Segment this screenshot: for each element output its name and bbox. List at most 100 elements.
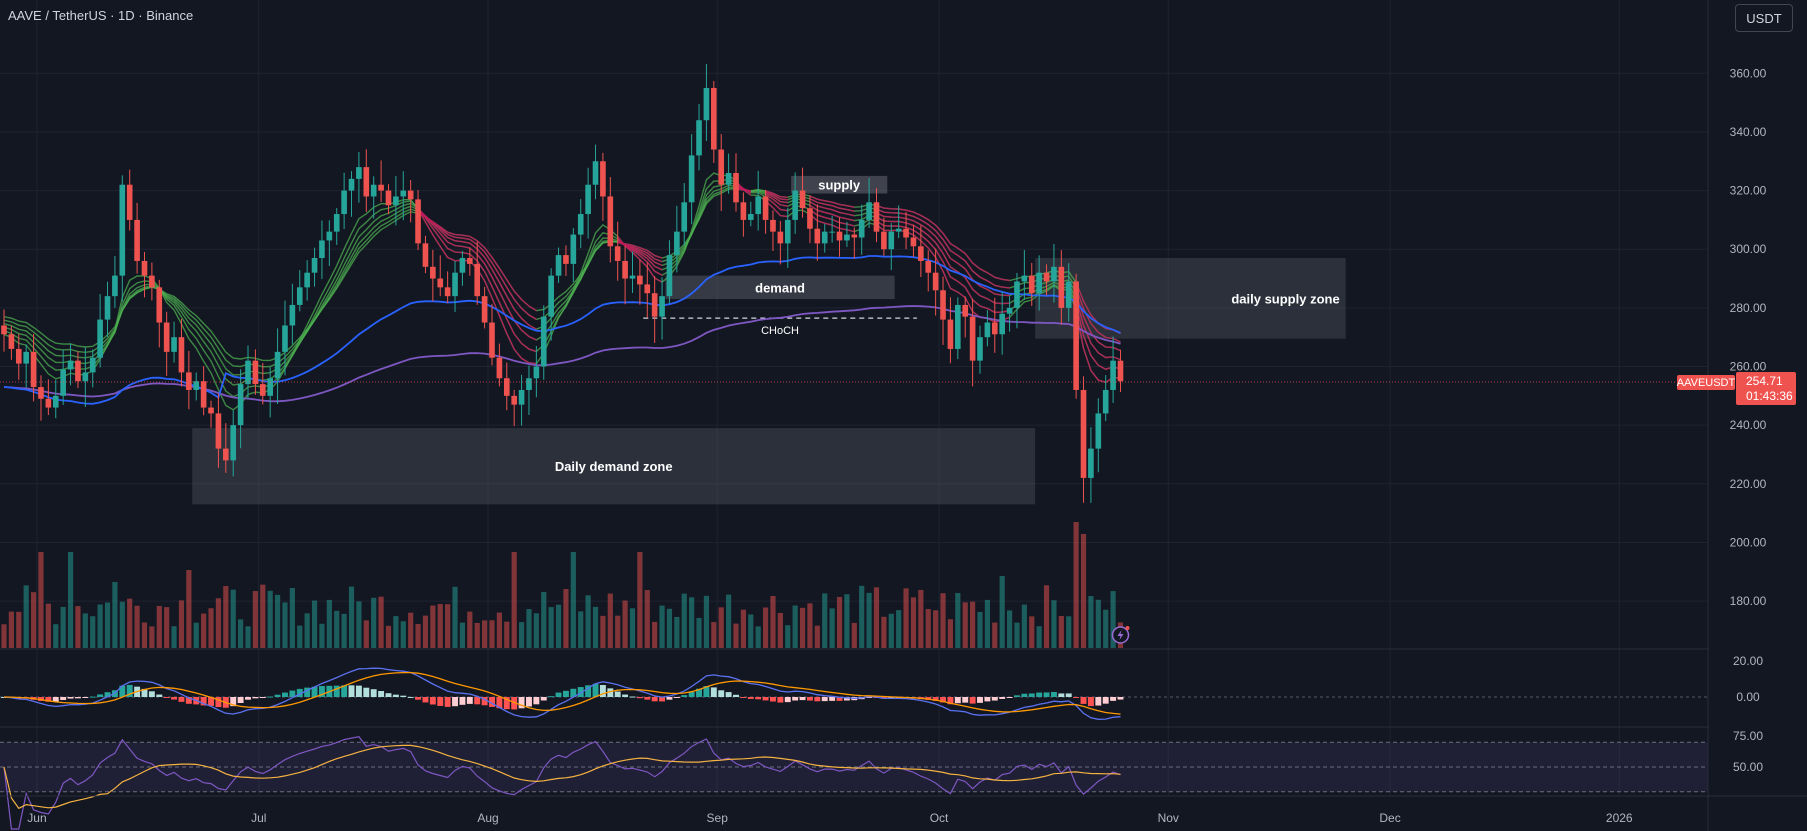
volume-bar bbox=[977, 611, 983, 648]
annotations-layer: Daily demand zone demand supply daily suppl… bbox=[0, 178, 1708, 644]
macd-histogram-bar bbox=[429, 697, 436, 705]
volume-bar bbox=[304, 613, 310, 648]
volume-bar bbox=[1029, 616, 1035, 648]
macd-histogram-bar bbox=[304, 687, 311, 697]
candle-body bbox=[1043, 272, 1050, 282]
macd-tick-label: 20.00 bbox=[1733, 654, 1763, 668]
price-tick-label: 180.00 bbox=[1730, 594, 1767, 608]
price-tick-label: 220.00 bbox=[1730, 477, 1767, 491]
volume-bar bbox=[1073, 522, 1079, 648]
macd-histogram-bar bbox=[119, 685, 126, 697]
macd-histogram-bar bbox=[282, 692, 288, 697]
macd-histogram-bar bbox=[1028, 693, 1035, 697]
macd-histogram-bar bbox=[518, 697, 525, 709]
macd-histogram-bar bbox=[97, 694, 104, 697]
macd-histogram-bar bbox=[866, 697, 873, 698]
candle-body bbox=[770, 219, 776, 232]
candle-body bbox=[163, 322, 170, 352]
volume-bar bbox=[607, 593, 613, 648]
macd-histogram-bar bbox=[1110, 697, 1117, 701]
candle-body bbox=[696, 120, 702, 156]
macd-histogram-bar bbox=[526, 697, 532, 707]
volume-bar bbox=[541, 592, 547, 648]
volume-bar bbox=[836, 596, 843, 648]
macd-histogram-bar bbox=[984, 697, 991, 702]
candle-body bbox=[333, 214, 340, 232]
volume-bar bbox=[1080, 534, 1087, 648]
macd-histogram-bar bbox=[148, 691, 155, 697]
volume-bar bbox=[518, 622, 525, 648]
macd-line bbox=[3, 667, 1121, 720]
candle-body bbox=[223, 448, 229, 461]
candle-body bbox=[829, 231, 835, 233]
volume-bar bbox=[164, 607, 170, 648]
volume-bar bbox=[223, 586, 229, 648]
daily-demand-zone-label: Daily demand zone bbox=[555, 459, 673, 474]
macd-histogram-bar bbox=[1014, 695, 1020, 697]
candle-body bbox=[821, 231, 828, 244]
volume-bar bbox=[371, 597, 377, 648]
volume-bar bbox=[992, 622, 998, 648]
macd-histogram-bar bbox=[622, 694, 629, 697]
volume-bar bbox=[97, 604, 103, 648]
candle-body bbox=[437, 278, 444, 288]
candle-body bbox=[385, 190, 392, 206]
volume-bar bbox=[482, 620, 488, 648]
chart-title: AAVE / TetherUS · 1D · Binance bbox=[8, 8, 194, 23]
volume-bar bbox=[873, 587, 880, 648]
candle-body bbox=[718, 149, 725, 185]
volume-bar bbox=[119, 601, 125, 648]
candle-body bbox=[230, 425, 237, 461]
macd-histogram-bar bbox=[947, 697, 954, 705]
candle-body bbox=[356, 167, 362, 179]
macd-histogram-bar bbox=[954, 697, 961, 704]
signal-line bbox=[3, 671, 1121, 715]
volume-bar bbox=[822, 593, 828, 648]
macd-histogram-bar bbox=[245, 697, 251, 700]
macd-histogram-bar bbox=[696, 688, 702, 697]
candle-body bbox=[807, 208, 813, 229]
volume-bar bbox=[578, 611, 584, 648]
volume-bar bbox=[622, 600, 628, 648]
volume-bar bbox=[984, 599, 990, 648]
volume-bar bbox=[526, 609, 532, 648]
volume-bar bbox=[681, 593, 687, 648]
volume-bar bbox=[615, 615, 621, 648]
volume-bar bbox=[193, 622, 199, 648]
macd-histogram-bar bbox=[341, 685, 348, 697]
macd-histogram-bar bbox=[1021, 693, 1028, 697]
candle-body bbox=[555, 255, 562, 276]
candle-body bbox=[1051, 266, 1057, 282]
macd-histogram-bar bbox=[60, 697, 67, 701]
candle-body bbox=[45, 398, 52, 408]
ema-ribbon-line bbox=[3, 181, 1121, 386]
volume-bar bbox=[171, 626, 177, 648]
candle-body bbox=[1014, 281, 1020, 308]
volume-bar bbox=[474, 622, 480, 648]
volume-bar bbox=[1051, 600, 1057, 648]
price-tick-label: 360.00 bbox=[1730, 66, 1767, 80]
macd-histogram-bar bbox=[511, 697, 518, 710]
volume-bar bbox=[570, 552, 576, 648]
candle-body bbox=[977, 337, 983, 361]
candle-body bbox=[940, 290, 946, 320]
volume-bar bbox=[400, 621, 406, 648]
volume-bar bbox=[504, 621, 510, 648]
candle-body bbox=[208, 407, 214, 414]
time-tick-label: Oct bbox=[930, 811, 949, 825]
candle-body bbox=[585, 184, 591, 215]
time-tick-label: Jul bbox=[251, 811, 266, 825]
candle-body bbox=[1058, 266, 1065, 308]
candle-body bbox=[326, 231, 333, 241]
macd-histogram-bar bbox=[466, 697, 473, 704]
volume-bar bbox=[696, 617, 702, 648]
candle-body bbox=[267, 378, 273, 396]
candle-body bbox=[792, 190, 798, 220]
candle-body bbox=[459, 258, 466, 273]
candle-body bbox=[319, 240, 325, 259]
volume-bar bbox=[652, 621, 658, 648]
currency-button[interactable]: USDT bbox=[1735, 4, 1793, 32]
macd-histogram-bar bbox=[888, 697, 895, 699]
volume-bar bbox=[859, 585, 865, 648]
